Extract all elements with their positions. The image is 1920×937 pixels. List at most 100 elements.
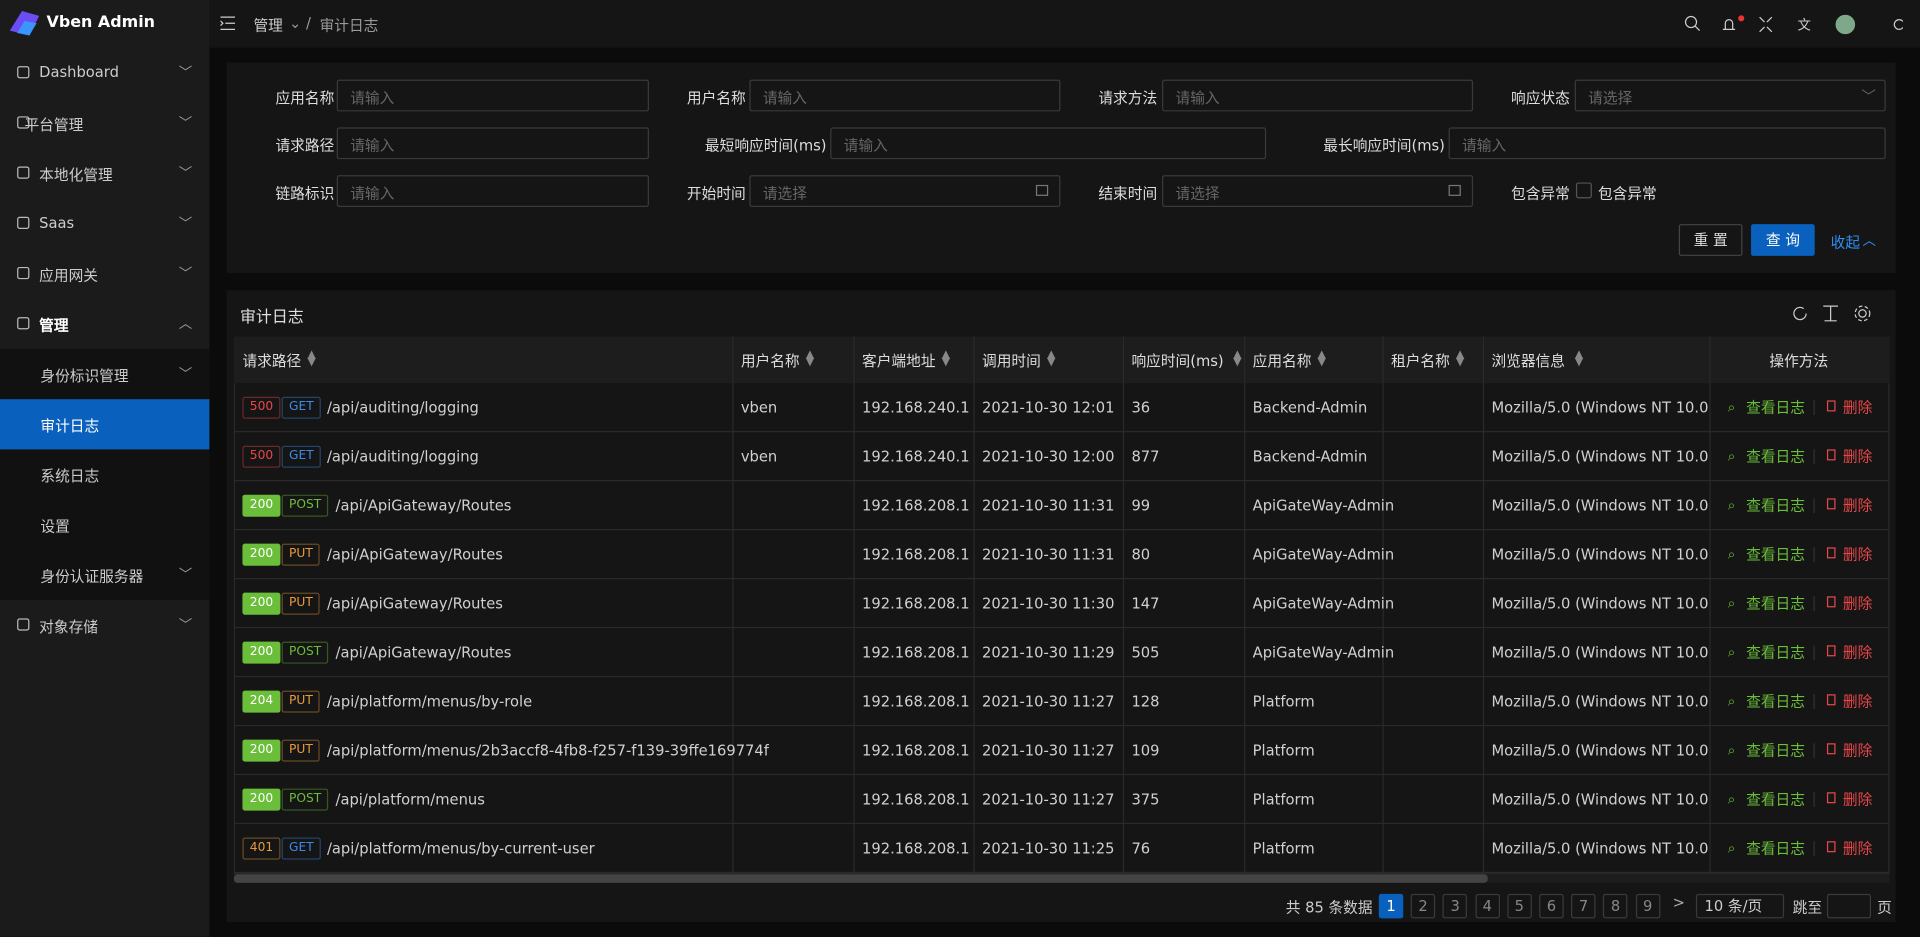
next-page[interactable]: > <box>1672 893 1685 912</box>
delete-link[interactable]: 删除 <box>1842 448 1873 466</box>
collapse-link[interactable]: 收起 <box>1830 233 1861 252</box>
scrollbar-thumb[interactable] <box>233 874 1488 883</box>
logo-text: Vben Admin <box>46 13 156 32</box>
menu-icon <box>17 166 30 179</box>
column-header: 操作方法 <box>1769 352 1829 370</box>
menu-toggle[interactable] <box>220 16 236 31</box>
header-icons[interactable]: 文 <box>1682 14 1903 35</box>
view-log-link[interactable]: 查看日志 <box>1746 742 1805 760</box>
view-log-link[interactable]: 查看日志 <box>1746 497 1805 515</box>
checkbox[interactable] <box>1575 182 1592 199</box>
page-button[interactable]: 6 <box>1539 893 1564 919</box>
delete-link[interactable]: 删除 <box>1842 595 1873 613</box>
column-header: 用户名称 <box>740 352 800 370</box>
status-tag: 500 <box>242 396 281 419</box>
form-input[interactable] <box>1162 175 1474 207</box>
sort-icon[interactable]: ▲ ▼ <box>307 348 316 369</box>
submenu-label[interactable]: 系统日志 <box>40 467 100 485</box>
form-input[interactable] <box>336 79 649 112</box>
view-log-link[interactable]: 查看日志 <box>1746 448 1805 466</box>
page-size-select[interactable]: 10 条/页 <box>1695 893 1785 919</box>
page-button[interactable]: 9 <box>1635 893 1660 919</box>
form-input[interactable] <box>830 127 1267 160</box>
view-log-link[interactable]: 查看日志 <box>1746 840 1805 858</box>
submenu-label[interactable]: 设置 <box>40 517 70 536</box>
method-tag: POST <box>281 494 329 517</box>
jump-input[interactable] <box>1826 893 1872 919</box>
delete-link[interactable]: 删除 <box>1842 497 1873 515</box>
action-divider <box>1813 596 1815 612</box>
submenu-active[interactable] <box>0 399 210 450</box>
form-input[interactable] <box>1574 79 1886 112</box>
sort-icon[interactable]: ▲ ▼ <box>1455 348 1465 369</box>
delete-link[interactable]: 删除 <box>1842 791 1873 809</box>
form-label: 链路标识 <box>275 184 335 203</box>
page-button[interactable]: 2 <box>1410 893 1436 919</box>
view-log-link[interactable]: 查看日志 <box>1746 693 1805 711</box>
column-header: 调用时间 <box>982 352 1041 370</box>
delete-link[interactable]: 删除 <box>1842 840 1873 858</box>
cell-time: 2021-10-30 11:25 <box>982 840 1115 858</box>
menu-label: Saas <box>39 214 75 232</box>
delete-icon <box>1826 841 1836 853</box>
form-input[interactable] <box>1162 79 1474 112</box>
submenu-label[interactable]: 审计日志 <box>40 417 100 435</box>
view-log-link[interactable]: 查看日志 <box>1746 644 1805 662</box>
checkbox-label[interactable]: 包含异常 <box>1597 184 1657 203</box>
cell-path: /api/ApiGateway/Routes <box>335 497 512 515</box>
page-button[interactable]: 1 <box>1378 893 1404 919</box>
sort-icon[interactable]: ▲ ▼ <box>1233 348 1242 369</box>
cell-ip: 192.168.208.1 <box>862 791 970 809</box>
column-header: 请求路径 <box>242 352 302 370</box>
sort-icon[interactable]: ▲ ▼ <box>805 348 815 369</box>
table-toolbar[interactable] <box>1790 304 1876 324</box>
submenu-label[interactable]: 身份标识管理 <box>40 367 129 385</box>
form-input[interactable] <box>749 79 1061 112</box>
table-row <box>233 481 1890 531</box>
delete-link[interactable]: 删除 <box>1842 546 1873 564</box>
action-divider <box>1813 645 1815 661</box>
view-log-link[interactable]: 查看日志 <box>1746 791 1805 809</box>
view-icon: ⌕ <box>1727 399 1736 416</box>
delete-link[interactable]: 删除 <box>1842 742 1873 760</box>
calendar-icon <box>1035 184 1049 196</box>
view-log-link[interactable]: 查看日志 <box>1746 546 1805 564</box>
delete-icon <box>1826 400 1836 412</box>
cell-browser: Mozilla/5.0 (Windows NT 10.0; Win <box>1491 448 1709 466</box>
form-input[interactable] <box>1448 127 1886 160</box>
reset-button[interactable]: 重 置 <box>1678 224 1743 256</box>
search-button[interactable]: 查 询 <box>1751 224 1815 256</box>
sort-icon[interactable]: ▲ ▼ <box>941 348 951 369</box>
breadcrumb-item[interactable]: 管理 <box>253 17 283 35</box>
column-divider <box>1482 336 1485 875</box>
status-tag: 200 <box>242 543 281 566</box>
page-button[interactable]: 3 <box>1442 893 1468 919</box>
page-button[interactable]: 8 <box>1603 893 1628 919</box>
sort-icon[interactable]: ▲ ▼ <box>1046 348 1056 369</box>
form-label: 用户名称 <box>686 89 746 107</box>
view-log-link[interactable]: 查看日志 <box>1746 595 1805 613</box>
page-button[interactable]: 7 <box>1571 893 1596 919</box>
sort-icon[interactable]: ▲ ▼ <box>1317 348 1327 369</box>
table-row <box>233 383 1890 433</box>
page-button[interactable]: 5 <box>1507 893 1532 919</box>
view-log-link[interactable]: 查看日志 <box>1746 399 1805 417</box>
delete-link[interactable]: 删除 <box>1842 399 1873 417</box>
placeholder: 请选择 <box>762 184 807 203</box>
cell-ip: 192.168.240.1 <box>862 448 970 466</box>
form-label: 开始时间 <box>686 184 746 203</box>
cell-browser: Mozilla/5.0 (Windows NT 10.0; Win <box>1491 791 1709 809</box>
submenu-label[interactable]: 身份认证服务器 <box>40 568 144 586</box>
menu-label: 本地化管理 <box>39 166 113 184</box>
sort-icon[interactable]: ▲ ▼ <box>1574 348 1584 369</box>
delete-link[interactable]: 删除 <box>1842 693 1873 711</box>
form-input[interactable] <box>749 175 1061 207</box>
form-input[interactable] <box>336 127 649 160</box>
table-row <box>233 677 1890 727</box>
menu-icon <box>17 216 30 229</box>
view-icon: ⌕ <box>1727 791 1736 807</box>
form-input[interactable] <box>336 175 649 207</box>
delete-link[interactable]: 删除 <box>1842 644 1873 662</box>
page-button[interactable]: 4 <box>1475 893 1500 919</box>
